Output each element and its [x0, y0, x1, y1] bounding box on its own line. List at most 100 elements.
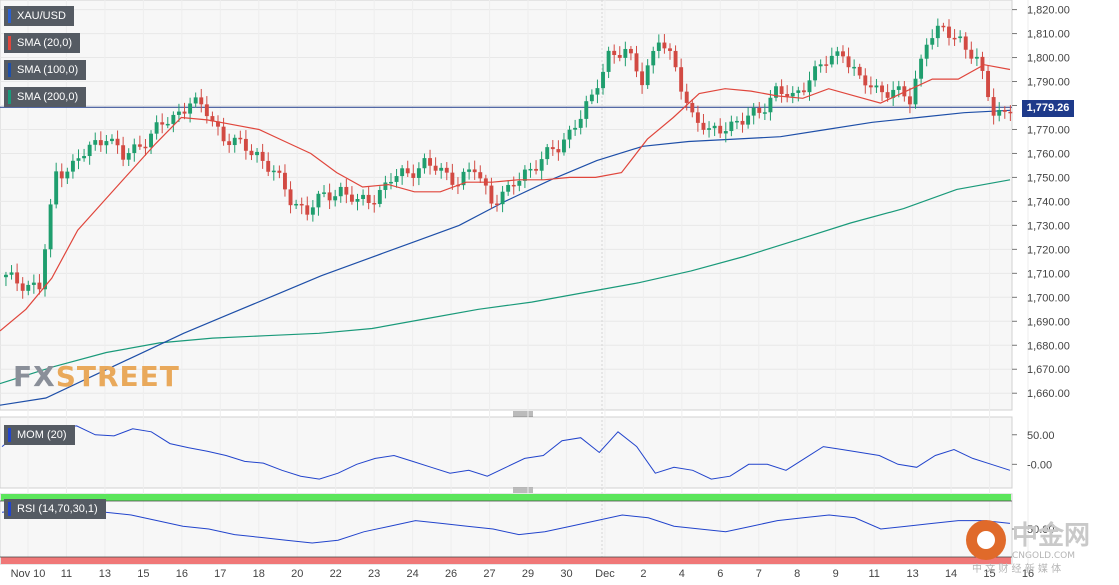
candle [924, 44, 929, 59]
candle [589, 94, 594, 102]
x-tick-label: 6 [717, 568, 723, 580]
candle [545, 147, 550, 160]
y-tick-label: 1,740.00 [1027, 196, 1070, 208]
candle [310, 207, 315, 215]
sma100-line [0, 109, 1011, 406]
x-tick-label: 14 [945, 568, 957, 580]
legend-symbol[interactable]: XAU/USD [4, 6, 74, 26]
candle [668, 48, 672, 51]
candle [673, 50, 678, 68]
candle [829, 55, 834, 65]
candle [400, 168, 405, 177]
candle [818, 64, 823, 67]
candle [534, 168, 539, 171]
candle [188, 103, 193, 114]
candle [857, 66, 862, 76]
candle [76, 158, 81, 161]
candle [907, 96, 912, 105]
candle [394, 176, 399, 182]
y-tick-label: 1,800.00 [1027, 53, 1070, 65]
candle [1008, 111, 1013, 114]
candle [271, 170, 276, 173]
x-tick-label: 30 [560, 568, 572, 580]
candle [416, 168, 421, 178]
candle [4, 274, 8, 278]
candle [774, 86, 778, 98]
candle [885, 92, 890, 98]
x-tick-label: 4 [679, 568, 685, 580]
candle [723, 131, 728, 134]
candle [930, 38, 935, 45]
candle [628, 48, 633, 54]
rsi-line [1, 506, 1011, 544]
candle [517, 180, 522, 186]
candle [645, 65, 650, 86]
mom-line [1, 425, 1011, 480]
candle [182, 111, 187, 114]
candle [522, 169, 527, 181]
legend-sma200[interactable]: SMA (200,0) [4, 87, 87, 107]
candle [110, 138, 114, 142]
x-tick-label: 16 [176, 568, 188, 580]
candle [154, 122, 159, 134]
candle [963, 36, 968, 50]
candle [567, 129, 572, 140]
candle [846, 56, 851, 68]
candle [383, 182, 388, 190]
rsi-overbought-zone [1, 494, 1011, 501]
y-tick-label: 1,730.00 [1027, 220, 1070, 232]
legend-rsi[interactable]: RSI (14,70,30,1) [4, 499, 106, 519]
x-tick-label: 27 [483, 568, 495, 580]
x-tick-label: 9 [833, 568, 839, 580]
candle [684, 91, 689, 103]
candle [986, 70, 991, 98]
x-tick-label: 20 [291, 568, 303, 580]
candle [695, 112, 700, 123]
candle [31, 282, 36, 285]
candle [87, 144, 92, 157]
candle [82, 156, 87, 159]
x-tick-label: 22 [330, 568, 342, 580]
y-tick-label: 1,770.00 [1027, 124, 1070, 136]
candle [433, 165, 438, 171]
candle [149, 133, 153, 148]
legend-sma20[interactable]: SMA (20,0) [4, 33, 81, 53]
mom-y-tick-label: 50.00 [1027, 430, 1055, 442]
x-tick-label: 15 [137, 568, 149, 580]
candle [896, 86, 901, 90]
candle [997, 109, 1002, 116]
candle [640, 71, 645, 86]
candle [20, 283, 25, 291]
candle [539, 159, 544, 171]
candle [595, 88, 600, 95]
candle [428, 158, 432, 166]
candle [952, 37, 957, 40]
candle [941, 25, 946, 28]
x-tick-label: 13 [99, 568, 111, 580]
candle [26, 284, 31, 291]
cngold-tagline: 中 文 财 经 新 媒 体 [972, 562, 1061, 575]
candle [707, 128, 711, 130]
candle [171, 114, 176, 124]
candle [54, 171, 59, 205]
rsi-oversold-zone [1, 557, 1011, 564]
candle [919, 58, 924, 79]
fxstreet-logo: FXSTREET [13, 360, 180, 393]
y-tick-label: 1,680.00 [1027, 340, 1070, 352]
candle [768, 97, 773, 113]
rsi-y-tick-label: 50.00 [1027, 524, 1055, 536]
candle [439, 167, 444, 171]
candle [467, 169, 472, 172]
legend-sma100[interactable]: SMA (100,0) [4, 60, 87, 80]
candle [634, 53, 639, 72]
x-tick-label: 24 [406, 568, 418, 580]
candle [65, 171, 70, 179]
candle [143, 146, 148, 149]
legend-mom[interactable]: MOM (20) [4, 425, 75, 445]
candle [785, 93, 790, 97]
y-tick-label: 1,790.00 [1027, 77, 1070, 89]
candle [115, 138, 120, 146]
candle [801, 90, 806, 93]
candle [841, 51, 845, 57]
